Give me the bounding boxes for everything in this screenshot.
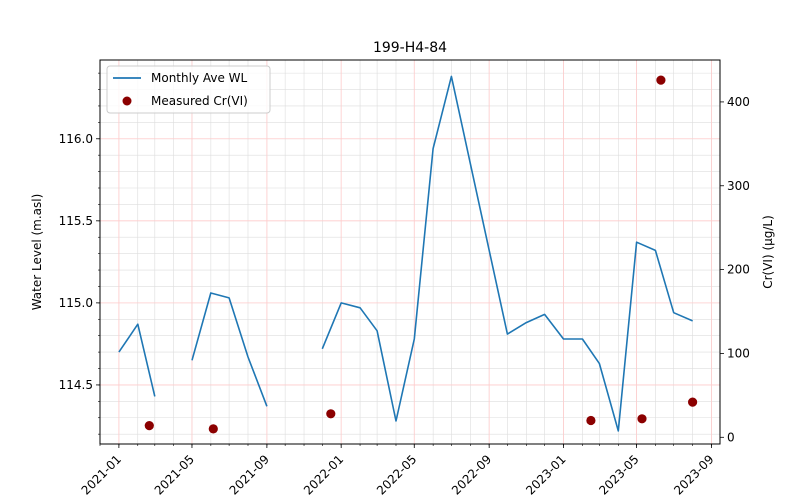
cr6-point: [688, 397, 698, 407]
legend-item-water-level: Monthly Ave WL: [151, 71, 248, 85]
legend: Monthly Ave WL Measured Cr(VI): [106, 65, 271, 114]
y-axis-right-label: Cr(VI) (μg/L): [761, 215, 775, 289]
y-right-tick-label: 0: [727, 430, 735, 444]
y-right-tick-label: 200: [727, 263, 750, 277]
chart-title: 199-H4-84: [373, 40, 447, 56]
major-gridlines: [100, 60, 720, 444]
water-level-line-segment: [321, 75, 693, 432]
water-level-series: [118, 75, 693, 432]
y-axis-left-label: Water Level (m.asl): [30, 194, 44, 311]
y-right-tick-label: 300: [727, 179, 750, 193]
legend-item-cr6: Measured Cr(VI): [151, 94, 248, 108]
plot-frame: [99, 59, 721, 445]
legend-box: [106, 65, 271, 114]
y-right-tick-label: 400: [727, 95, 750, 109]
y-left-tick-label: 115.5: [59, 214, 93, 228]
y-left-tick-label: 115.0: [59, 296, 93, 310]
cr6-point: [144, 421, 154, 431]
cr6-point: [637, 414, 647, 424]
cr6-point: [656, 75, 666, 85]
y-left-tick-label: 116.0: [59, 132, 93, 146]
cr6-series: [144, 75, 698, 434]
water-level-line-segment: [191, 292, 268, 407]
y-right-tick-label: 100: [727, 346, 750, 360]
cr6-point: [586, 415, 596, 426]
y-left-tick-label: 114.5: [59, 378, 93, 392]
cr6-point: [326, 409, 336, 419]
water-level-line-segment: [118, 323, 156, 397]
cr6-point: [208, 424, 218, 434]
legend-marker-swatch: [122, 96, 132, 106]
